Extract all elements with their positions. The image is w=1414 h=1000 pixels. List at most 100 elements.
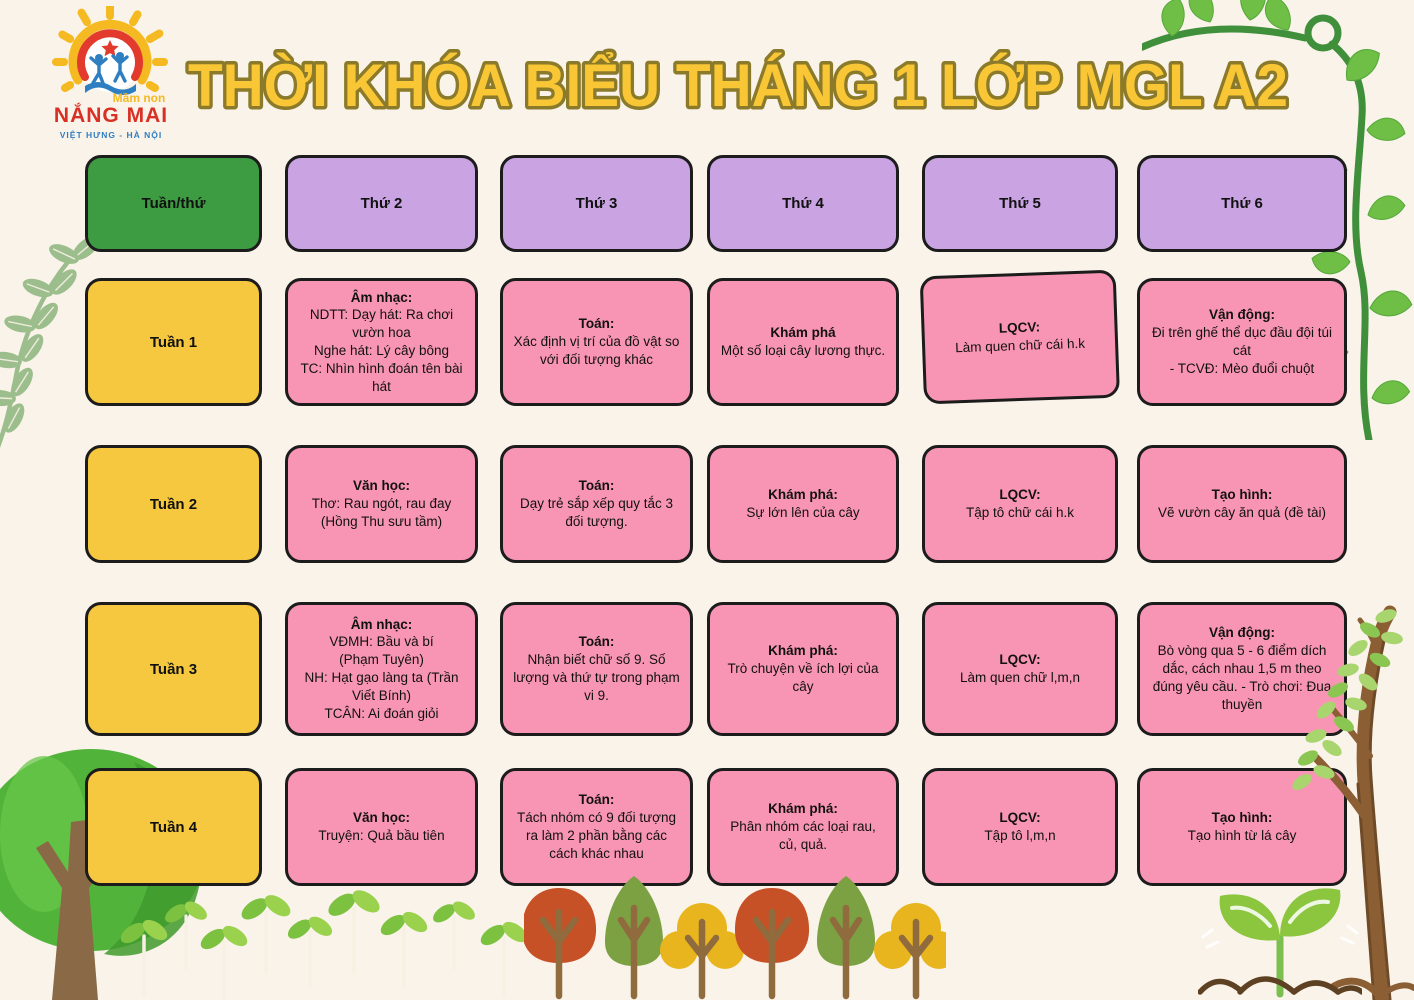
cell-tuan4-thu6: Tạo hình: Tạo hình từ lá cây [1137, 768, 1347, 886]
lesson-content: Sự lớn lên của cây [746, 505, 860, 520]
lesson-content: Tập tô l,m,n [984, 828, 1056, 843]
cell-tuan4-thu5: LQCV: Tập tô l,m,n [922, 768, 1118, 886]
cell-tuan3-thu4: Khám phá: Trò chuyện về ích lợi của cây [707, 602, 899, 736]
lesson-subject: Khám phá: [768, 643, 838, 659]
week-label-tuan3: Tuần 3 [85, 602, 262, 736]
day-label: Thứ 4 [782, 195, 824, 212]
sun-rays-icon [52, 6, 168, 92]
week-label: Tuần 3 [149, 660, 198, 678]
cell-tuan2-thu6: Tạo hình: Vẽ vườn cây ăn quả (đề tài) [1137, 445, 1347, 563]
cell-tuan2-thu5: LQCV: Tập tô chữ cái h.k [922, 445, 1118, 563]
lesson-content: Trò chuyện về ích lợi của cây [727, 661, 879, 694]
cell-tuan1-thu5: LQCV: Làm quen chữ cái h.k [919, 269, 1120, 405]
week-row-2: Tuần 2 Văn học: Thơ: Rau ngót, rau đay (… [85, 445, 1347, 563]
lesson-content: Tạo hình từ lá cây [1187, 828, 1297, 843]
lesson-subject: Âm nhạc: [350, 289, 413, 305]
day-header-thu6: Thứ 6 [1137, 155, 1347, 252]
cell-tuan4-thu4: Khám phá: Phân nhóm các loại rau, củ, qu… [707, 768, 899, 886]
cell-tuan2-thu2: Văn học: Thơ: Rau ngót, rau đay (Hồng Th… [285, 445, 478, 563]
cell-tuan3-thu6: Vận động: Bò vòng qua 5 - 6 điểm dích dắ… [1137, 602, 1347, 736]
vine-decoration-icon [1142, 0, 1413, 440]
week-label-tuan2: Tuần 2 [85, 445, 262, 563]
wave-icon [85, 82, 136, 95]
week-label-tuan1: Tuần 1 [85, 278, 262, 406]
lesson-content: Nhận biết chữ số 9. Số lượng và thứ tự t… [513, 652, 680, 703]
logo-name: NẮNG MAI [54, 103, 168, 127]
lesson-subject: LQCV: [999, 652, 1041, 668]
lesson-content: Tập tô chữ cái h.k [965, 505, 1075, 520]
lesson-subject: Âm nhạc: [350, 616, 413, 632]
week-row-1: Tuần 1 Âm nhạc: NDTT: Dạy hát: Ra chơi v… [85, 269, 1347, 406]
lesson-subject: Khám phá: [768, 487, 838, 503]
corner-header-cell: Tuần/thứ [85, 155, 262, 252]
branch-decoration-icon [0, 229, 105, 448]
lesson-subject: LQCV: [999, 810, 1041, 826]
lesson-content: Vẽ vườn cây ăn quả (đề tài) [1158, 505, 1326, 520]
lesson-subject: Vận động: [1209, 307, 1275, 323]
lesson-subject: Tạo hình: [1211, 487, 1273, 503]
day-header-thu2: Thứ 2 [285, 155, 478, 252]
lesson-content: Một số loại cây lương thực. [720, 343, 886, 358]
children-icon [89, 52, 129, 85]
day-label: Thứ 6 [1221, 195, 1263, 212]
week-row-4: Tuần 4 Văn học: Truyện: Quả bầu tiên Toá… [85, 768, 1347, 886]
lesson-subject: Toán: [578, 634, 615, 650]
cell-tuan4-thu2: Văn học: Truyện: Quả bầu tiên [285, 768, 478, 886]
lesson-content: Làm quen chữ cái h.k [954, 335, 1086, 356]
lesson-content: Phân nhóm các loại rau, củ, quả. [730, 819, 876, 852]
day-header-thu5: Thứ 5 [922, 155, 1118, 252]
title-banner: THỜI KHÓA BIỂU THÁNG 1 LỚP MGL A2 [185, 49, 1292, 123]
cell-tuan2-thu4: Khám phá: Sự lớn lên của cây [707, 445, 899, 563]
corner-label: Tuần/thứ [141, 195, 206, 212]
cell-tuan2-thu3: Toán: Dạy trẻ sắp xếp quy tắc 3 đối tượn… [500, 445, 693, 563]
cell-tuan4-thu3: Toán: Tách nhóm có 9 đối tượng ra làm 2 … [500, 768, 693, 886]
lesson-subject: Toán: [578, 792, 615, 808]
lesson-subject: Vận động: [1209, 625, 1275, 641]
lesson-content: Tách nhóm có 9 đối tượng ra làm 2 phần b… [517, 810, 676, 861]
cell-tuan1-thu4: Khám phá Một số loại cây lương thực. [707, 278, 899, 406]
lesson-subject: LQCV: [998, 319, 1041, 336]
lesson-subject: Toán: [578, 316, 615, 332]
cell-tuan1-thu3: Toán: Xác định vị trí của đồ vật so với … [500, 278, 693, 406]
small-trees-icon [524, 876, 946, 1000]
lesson-subject: Khám phá: [768, 801, 838, 817]
lesson-content: Dạy trẻ sắp xếp quy tắc 3 đối tượng. [519, 496, 674, 529]
lesson-content: Truyện: Quả bầu tiên [318, 828, 445, 843]
lesson-subject: Văn học: [352, 478, 410, 494]
page-title: THỜI KHÓA BIỂU THÁNG 1 LỚP MGL A2 [188, 52, 1288, 119]
lesson-content: Đi trên ghế thể dục đầu đội túi cát - TC… [1151, 325, 1333, 376]
lesson-content: Bò vòng qua 5 - 6 điểm dích dắc, cách nh… [1152, 643, 1332, 712]
day-header-thu4: Thứ 4 [707, 155, 899, 252]
lesson-subject: Văn học: [352, 810, 410, 826]
week-label: Tuần 1 [149, 333, 198, 351]
lesson-content: VĐMH: Bầu và bí (Phạm Tuyên) NH: Hạt gạo… [304, 634, 459, 721]
week-label-tuan4: Tuần 4 [85, 768, 262, 886]
school-logo: Mầm non NẮNG MAI VIỆT HƯNG - HÀ NỘI [52, 6, 168, 140]
day-header-thu3: Thứ 3 [500, 155, 693, 252]
cell-tuan3-thu5: LQCV: Làm quen chữ l,m,n [922, 602, 1118, 736]
lesson-subject: Tạo hình: [1211, 810, 1273, 826]
week-row-3: Tuần 3 Âm nhạc: VĐMH: Bầu và bí (Phạm Tu… [85, 602, 1347, 736]
sprout-icon [1198, 888, 1362, 998]
seedlings-icon [116, 883, 533, 1000]
header-row: Tuần/thứ Thứ 2 Thứ 3 Thứ 4 Thứ 5 Thứ 6 [85, 155, 1347, 252]
lesson-content: Làm quen chữ l,m,n [959, 670, 1081, 685]
logo-location: VIỆT HƯNG - HÀ NỘI [60, 129, 163, 140]
week-label: Tuần 2 [149, 495, 198, 513]
logo-tagline: Mầm non [113, 91, 166, 105]
lesson-content: NDTT: Dạy hát: Ra chơi vườn hoa Nghe hát… [300, 307, 463, 394]
cell-tuan3-thu2: Âm nhạc: VĐMH: Bầu và bí (Phạm Tuyên) NH… [285, 602, 478, 736]
day-label: Thứ 3 [575, 195, 618, 212]
day-label: Thứ 5 [999, 195, 1041, 212]
cell-tuan1-thu2: Âm nhạc: NDTT: Dạy hát: Ra chơi vườn hoa… [285, 278, 478, 406]
star-icon [101, 40, 119, 57]
cell-tuan1-thu6: Vận động: Đi trên ghế thể dục đầu đội tú… [1137, 278, 1347, 406]
lesson-content: Xác định vị trí của đồ vật so với đối tư… [513, 334, 680, 367]
lesson-subject: LQCV: [999, 487, 1041, 503]
lesson-content: Thơ: Rau ngót, rau đay (Hồng Thu sưu tầm… [311, 496, 452, 529]
day-label: Thứ 2 [360, 195, 403, 212]
sketch-tree-icon [1292, 605, 1414, 1000]
lesson-subject: Khám phá [770, 325, 836, 341]
week-label: Tuần 4 [149, 818, 198, 836]
